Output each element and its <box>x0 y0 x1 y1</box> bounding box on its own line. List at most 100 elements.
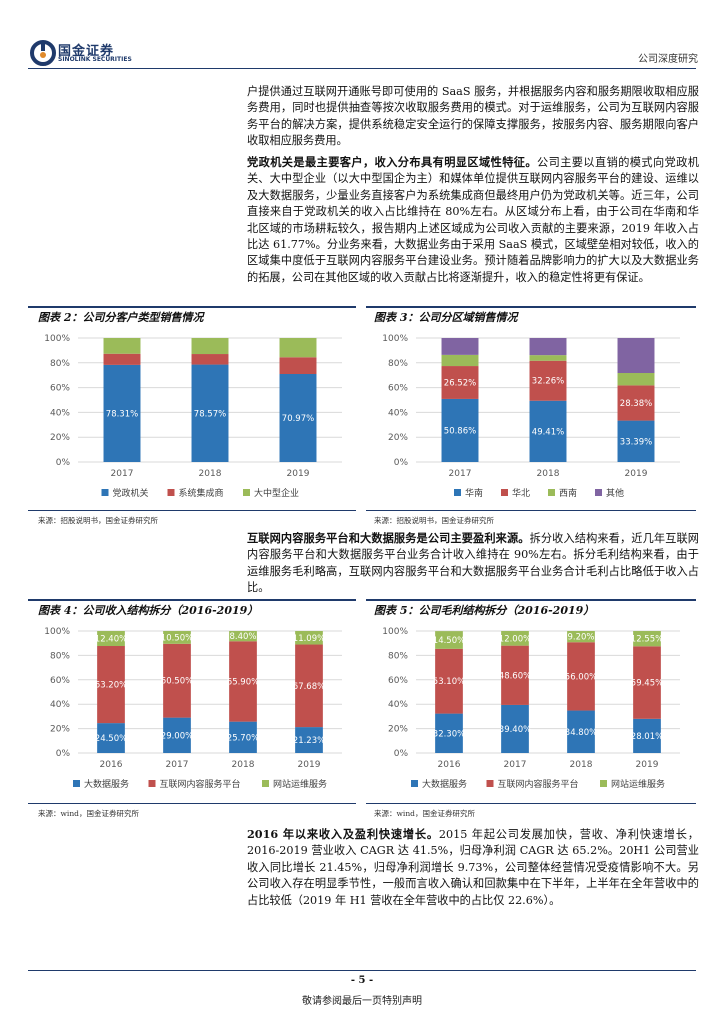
data-label: 26.52% <box>444 378 476 388</box>
header-divider <box>28 68 696 69</box>
bar-segment <box>617 420 655 462</box>
y-tick-label: 40% <box>388 408 408 418</box>
company-logo <box>30 40 150 66</box>
data-label: 78.57% <box>194 409 226 419</box>
x-tick-label: 2017 <box>449 469 472 479</box>
figure-bottom-rule <box>28 803 356 804</box>
figure-2-title: 图表 2：公司分客户类型销售情况 <box>38 311 204 324</box>
bar-segment <box>279 357 317 374</box>
legend-label: 大数据服务 <box>422 778 467 790</box>
page-number: - 5 - <box>350 975 374 986</box>
paragraph-text: 2015 年起公司发展加快，营收、净利快速增长，2016-2019 营业收入 C… <box>247 828 699 907</box>
y-tick-label: 100% <box>382 334 408 344</box>
legend-label: 网站运维服务 <box>273 778 327 790</box>
figure-4-source: 来源：wind，国金证券研究所 <box>38 809 139 818</box>
bar-segment <box>191 364 229 462</box>
legend-label: 华南 <box>465 487 483 499</box>
y-tick-label: 60% <box>388 676 408 686</box>
y-tick-label: 100% <box>44 627 70 637</box>
bar-segment <box>633 631 661 647</box>
y-tick-label: 0% <box>394 458 409 468</box>
data-label: 9.20% <box>567 633 594 643</box>
data-label: 50.86% <box>444 426 476 436</box>
x-tick-label: 2017 <box>504 760 527 770</box>
figure-top-rule <box>28 599 356 601</box>
legend-swatch <box>600 780 607 787</box>
data-label: 48.60% <box>499 671 531 681</box>
data-label: 67.68% <box>293 682 325 692</box>
bar-segment <box>97 723 125 753</box>
bar-segment <box>529 360 567 401</box>
gross-profit-structure-chart: 0% 20% 40% 60% 80% 100% 32.30% 53.10% 14.50% 2016… <box>368 621 694 799</box>
figure-bottom-rule <box>366 803 696 804</box>
chart-svg: 0% 20% 40% 60% 80% 100% 24.50% 63.20% 12.40% 2016… <box>44 627 342 790</box>
y-tick-label: 40% <box>388 700 408 710</box>
data-label: 49.41% <box>532 427 564 437</box>
paragraph-heading: 党政机关是最主要客户，收入分布具有明显区域性特征。 <box>247 155 537 169</box>
bar-segment <box>295 727 323 753</box>
data-label: 60.50% <box>161 677 193 687</box>
y-tick-label: 80% <box>50 651 70 661</box>
x-tick-label: 2019 <box>287 469 310 479</box>
bar-segment <box>617 385 655 421</box>
bar-segment <box>191 354 229 365</box>
legend-swatch <box>411 780 418 787</box>
paragraph-text: 拆分收入结构来看，近几年互联网内容服务平台和大数据服务平台业务合计收入维持在 9… <box>247 532 699 595</box>
data-label: 24.50% <box>95 734 127 744</box>
x-tick-label: 2018 <box>232 760 255 770</box>
bar-segment <box>435 648 463 714</box>
data-label: 10.50% <box>161 633 193 643</box>
x-tick-label: 2016 <box>438 760 461 770</box>
data-label: 56.00% <box>565 672 597 682</box>
y-tick-label: 20% <box>50 433 70 443</box>
logo-chinese-text: 国金证券 <box>58 44 115 59</box>
data-label: 65.90% <box>227 677 259 687</box>
data-label: 12.40% <box>95 635 127 645</box>
figure-top-rule <box>366 599 696 601</box>
bar-segment <box>441 366 479 399</box>
bar-segment <box>295 644 323 728</box>
figure-bottom-rule <box>366 510 696 511</box>
footer-divider <box>28 970 696 971</box>
bar-segment <box>279 338 317 358</box>
legend-swatch <box>548 489 555 496</box>
bar-segment <box>441 338 479 355</box>
legend-swatch <box>243 489 250 496</box>
bar-segment <box>501 631 529 646</box>
y-tick-label: 40% <box>50 700 70 710</box>
bar-segment <box>163 717 191 753</box>
logo-english-text: SINOLINK SECURITIES <box>58 56 132 63</box>
x-tick-label: 2018 <box>537 469 560 479</box>
x-tick-label: 2019 <box>636 760 659 770</box>
x-tick-label: 2019 <box>298 760 321 770</box>
bar-segment <box>633 646 661 719</box>
y-tick-label: 20% <box>50 725 70 735</box>
bar-segment <box>633 718 661 753</box>
figure-3-source: 来源：招股说明书，国金证券研究所 <box>374 516 494 525</box>
data-label: 29.00% <box>161 731 193 741</box>
legend-label: 华北 <box>512 487 530 499</box>
bar-segment <box>435 713 463 753</box>
data-label: 25.70% <box>227 733 259 743</box>
x-tick-label: 2017 <box>166 760 189 770</box>
x-tick-label: 2018 <box>570 760 593 770</box>
bar-segment <box>529 338 567 356</box>
figure-5-source: 来源：wind，国金证券研究所 <box>374 809 475 818</box>
data-label: 21.23% <box>293 736 325 746</box>
y-tick-label: 80% <box>50 359 70 369</box>
data-label: 70.97% <box>282 414 314 424</box>
bar-segment <box>441 398 479 462</box>
bar-segment <box>229 631 257 642</box>
y-tick-label: 60% <box>388 384 408 394</box>
paragraph-saas-services: 户提供通过互联网开通账号即可使用的 SaaS 服务，并根据服务内容和服务期限收取… <box>247 84 699 150</box>
y-tick-label: 80% <box>388 359 408 369</box>
bar-segment <box>97 646 125 724</box>
bar-segment <box>617 373 655 386</box>
bar-segment <box>501 704 529 753</box>
bar-segment <box>567 710 595 753</box>
footer-disclaimer: 敬请参阅最后一页特别声明 <box>302 996 422 1007</box>
chart-svg: 0% 20% 40% 60% 80% 100% 32.30% 53.10% 14.50% 2016… <box>382 627 680 790</box>
bar-segment <box>295 631 323 645</box>
data-label: 32.26% <box>532 377 564 387</box>
bar-segment <box>529 355 567 361</box>
